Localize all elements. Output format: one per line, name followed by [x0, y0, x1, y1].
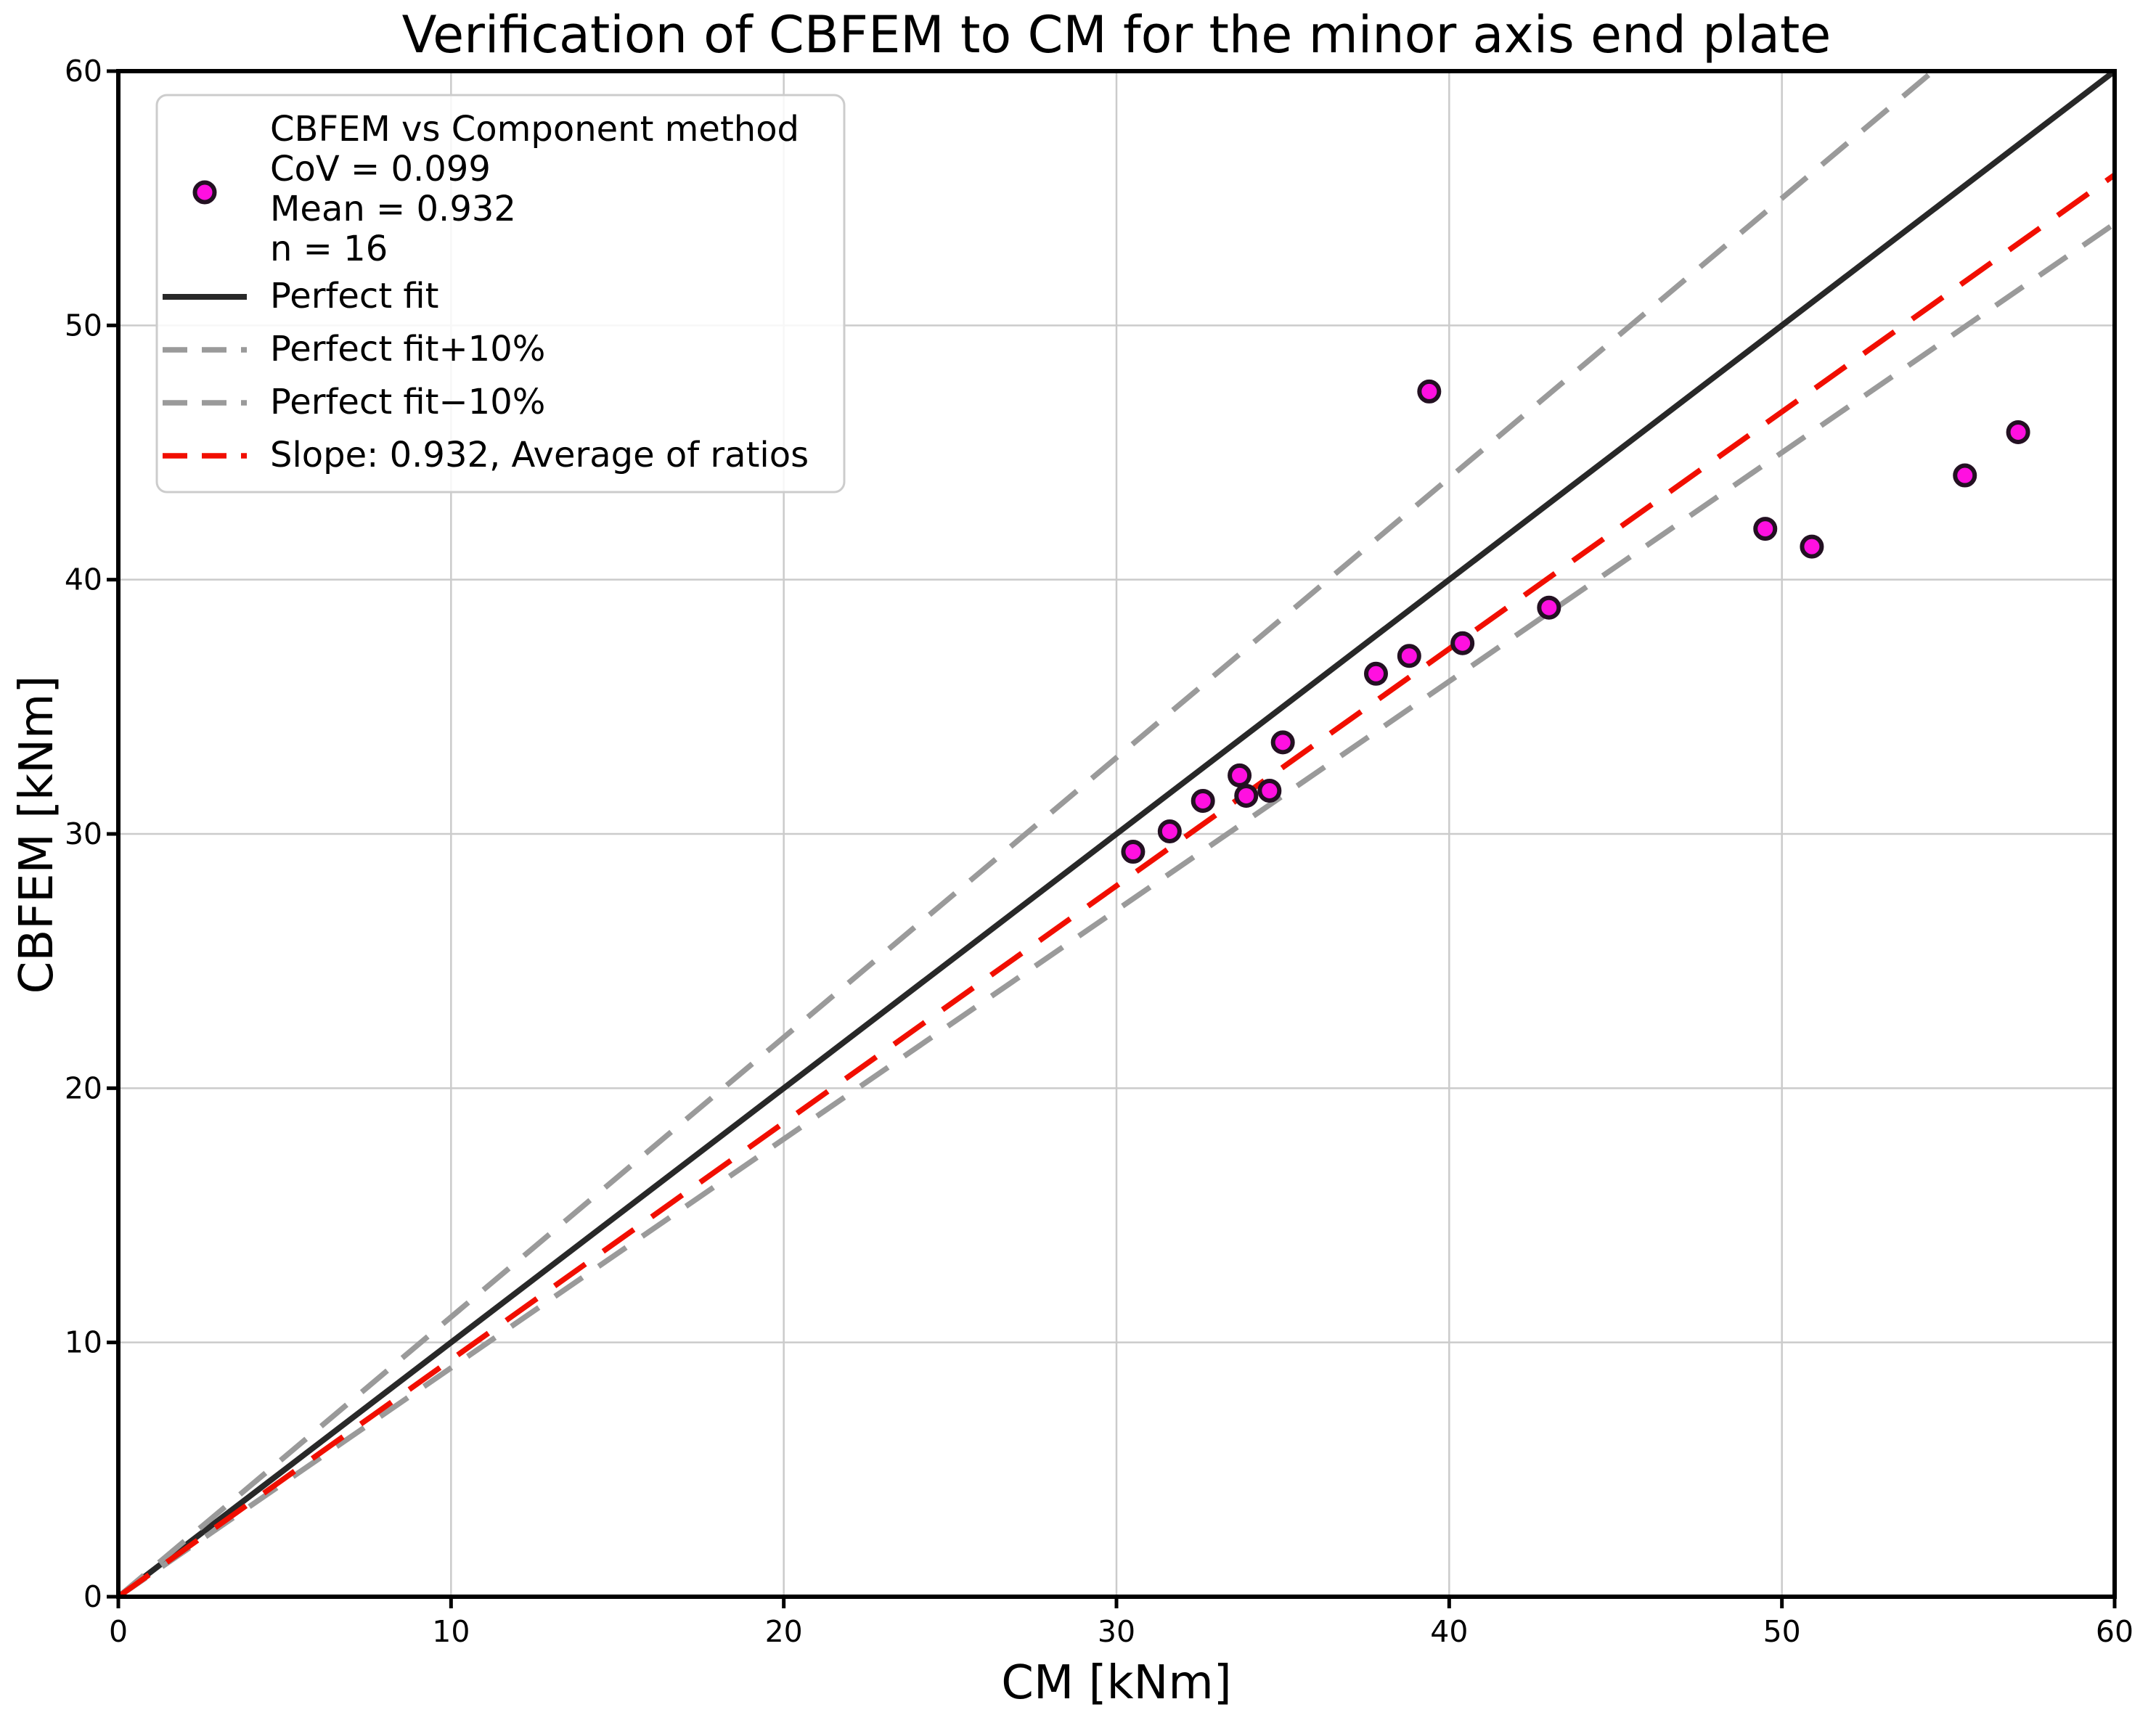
x-tick-label: 60	[2096, 1614, 2133, 1649]
data-point	[1228, 763, 1252, 787]
x-tick-label: 20	[765, 1614, 803, 1649]
data-point	[1257, 778, 1282, 803]
x-tick-label: 10	[432, 1614, 470, 1649]
y-tick-label: 60	[65, 54, 102, 89]
y-tick-label: 50	[65, 308, 102, 343]
data-point	[1397, 644, 1421, 668]
data-point	[1537, 595, 1561, 620]
reference-line-0	[118, 71, 2115, 1597]
reference-line-2	[118, 221, 2115, 1597]
x-tick-label: 40	[1430, 1614, 1468, 1649]
data-point	[1234, 783, 1259, 808]
data-points	[1121, 379, 2030, 864]
data-point	[1270, 730, 1295, 755]
y-tick-label: 40	[65, 562, 102, 597]
data-point	[1450, 631, 1475, 655]
data-point	[2006, 420, 2030, 444]
y-axis-label: CBFEM [kNm]	[10, 676, 64, 994]
x-axis-label: CM [kNm]	[1001, 1656, 1231, 1710]
axes: 0 10 20 30 40 50 60 0 10 20 30 40 50 60	[65, 54, 2133, 1649]
x-tick-label: 30	[1098, 1614, 1135, 1649]
legend-entry-label: Perfect fit	[270, 276, 438, 316]
legend-series-label-line: Mean = 0.932	[270, 189, 516, 229]
y-tick-label: 10	[65, 1325, 102, 1360]
legend-marker-sample	[192, 180, 217, 205]
legend-series-label-line: CoV = 0.099	[270, 149, 491, 189]
legend-entry-label: Perfect fit+10%	[270, 329, 545, 369]
data-point	[1364, 661, 1388, 686]
legend-series-label-line: n = 16	[270, 229, 388, 269]
data-point	[1191, 788, 1215, 813]
data-point	[1121, 840, 1146, 864]
data-point	[1953, 463, 1977, 488]
reference-line-1	[118, 71, 1937, 1597]
data-point	[1157, 819, 1182, 843]
x-tick-label: 0	[109, 1614, 128, 1649]
data-point	[1753, 517, 1778, 541]
legend-entry-label: Perfect fit−10%	[270, 382, 545, 422]
data-point	[1800, 534, 1824, 559]
chart-title: Verification of CBFEM to CM for the mino…	[402, 5, 1832, 65]
reference-line-3	[118, 172, 2115, 1597]
y-tick-label: 30	[65, 817, 102, 851]
y-tick-label: 20	[65, 1071, 102, 1105]
legend-series-label-line: CBFEM vs Component method	[270, 109, 799, 150]
data-point	[1417, 379, 1442, 404]
reference-lines	[118, 71, 2115, 1597]
legend-entry-label: Slope: 0.932, Average of ratios	[270, 435, 809, 475]
y-tick-label: 0	[83, 1579, 102, 1614]
x-tick-label: 50	[1763, 1614, 1801, 1649]
legend-box	[155, 94, 846, 494]
